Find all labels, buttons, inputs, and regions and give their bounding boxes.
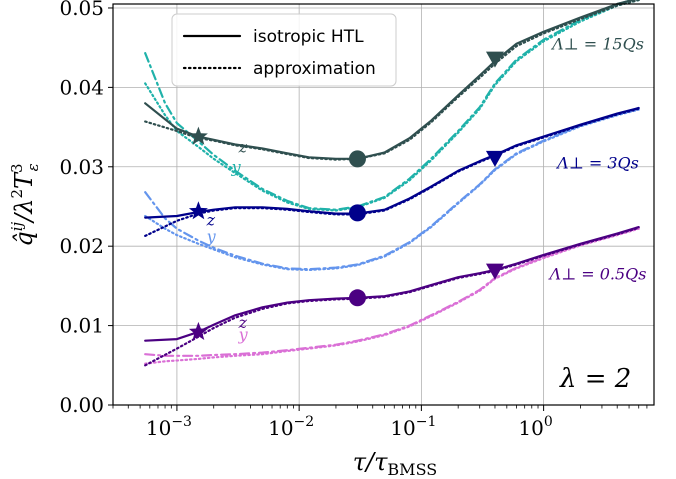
y-tick-label: 0.04 (59, 75, 104, 99)
y-tick-label: 0.01 (59, 314, 104, 338)
z-component-label: z (206, 211, 216, 230)
y-tick-label: 0.02 (59, 234, 104, 258)
triangle-marker (485, 150, 504, 167)
lambda-annotation: λ = 2 (559, 364, 631, 394)
y-tick-label: 0.05 (59, 0, 104, 20)
x-axis-label-text: τ/τBMSS (353, 448, 437, 479)
legend-entry-label: isotropic HTL (253, 27, 364, 47)
z-solid-line (144, 226, 640, 342)
y-component-label: y (231, 157, 242, 176)
y-axis-label: q̂ij/λ2T3ε (8, 163, 42, 246)
y-tick-label: 0.03 (59, 155, 104, 179)
x-axis-label: τ/τBMSS (353, 448, 437, 479)
star-marker (188, 321, 208, 340)
series-layer (144, 0, 640, 367)
y-component-label: y (206, 227, 217, 246)
x-tick-label: 10−2 (268, 414, 314, 440)
star-marker (188, 126, 208, 145)
y-dashdot-line (144, 226, 640, 357)
group-label: Λ⊥ = 15Qs (550, 34, 644, 53)
y-dashdot-line (144, 107, 640, 271)
tick-layer: 0.00 0.01 0.02 0.03 0.04 0.05 10−3 10−2 10−1 100 (59, 0, 648, 440)
legend: isotropic HTL approximation (171, 13, 397, 87)
plot-frame (112, 3, 655, 406)
x-tick-label: 10−3 (146, 414, 192, 440)
z-solid-line (144, 0, 637, 160)
legend-entry-label: approximation (253, 59, 376, 79)
y-component-label: y (238, 325, 249, 344)
z-solid-line (144, 106, 640, 219)
marker-layer (188, 51, 504, 340)
triangle-marker (485, 263, 504, 280)
y-axis-label-text: q̂ij/λ2T3ε (8, 163, 42, 246)
y-dashdot-line (144, 0, 637, 211)
group-label: Λ⊥ = 0.5Qs (548, 265, 647, 284)
circle-marker (348, 150, 366, 168)
circle-marker (348, 204, 366, 222)
star-marker (188, 201, 208, 220)
z-component-label: z (238, 313, 248, 332)
circle-marker (348, 289, 366, 307)
z-component-label: z (238, 137, 248, 156)
x-tick-label: 100 (518, 414, 552, 440)
y-tick-label: 0.00 (59, 393, 104, 417)
x-tick-label: 10−1 (390, 414, 436, 440)
triangle-marker (485, 51, 504, 68)
group-label: Λ⊥ = 3Qs (555, 153, 639, 172)
